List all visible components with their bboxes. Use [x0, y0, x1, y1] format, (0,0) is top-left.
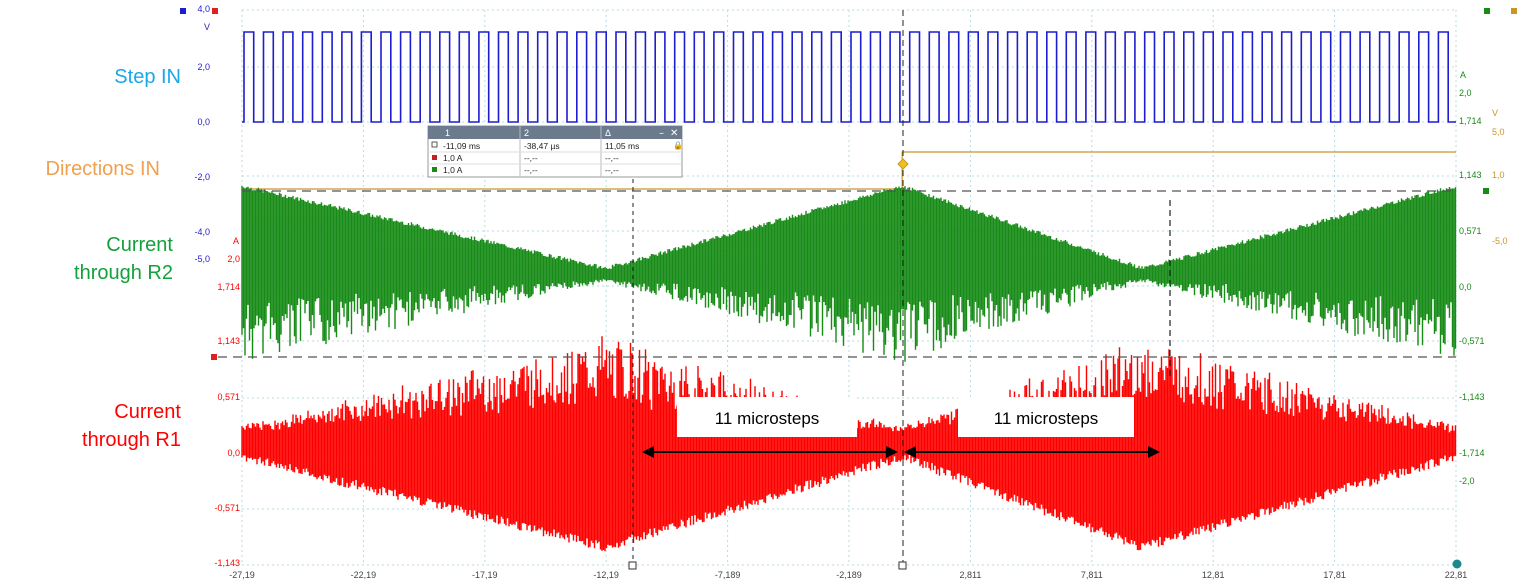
- right-orange-tick-label: 1,0: [1492, 170, 1505, 180]
- cursor-table-header-1: 1: [445, 128, 450, 138]
- left-red-tick-label: -0,571: [214, 503, 240, 513]
- right-orange-tick-label: -5,0: [1492, 236, 1508, 246]
- row-2-swatch: [432, 155, 437, 160]
- right-green-tick-label: 0,0: [1459, 282, 1472, 292]
- left-blue-tick-label: -4,0: [194, 227, 210, 237]
- annotation-box-2: [958, 397, 1134, 437]
- red-unit: A: [233, 236, 239, 246]
- x-tick-label: -17,19: [472, 570, 498, 580]
- red-channel-marker-top[interactable]: [212, 8, 218, 14]
- right-orange-tick-label: 5,0: [1492, 127, 1505, 137]
- label-r2-line2: through R2: [74, 262, 173, 284]
- x-tick-label: 12,81: [1202, 570, 1225, 580]
- row-1-swatch: [431, 141, 438, 148]
- green-channel-marker-top[interactable]: [1484, 8, 1490, 14]
- blue-unit: V: [204, 22, 210, 32]
- annotation-box-1: [677, 397, 857, 437]
- right-green-tick-label: -1,143: [1459, 392, 1485, 402]
- orange-channel-marker-top[interactable]: [1511, 8, 1517, 14]
- right-green-tick-label: 2,0: [1459, 88, 1472, 98]
- left-blue-tick-label: 0,0: [197, 117, 210, 127]
- x-tick-label: 7,811: [1081, 570, 1103, 580]
- annotation-arrow-1: [642, 446, 898, 458]
- minimize-icon[interactable]: –: [659, 128, 664, 139]
- x-tick-label: -2,189: [836, 570, 862, 580]
- label-r1-line1: Current: [114, 401, 181, 423]
- right-green-tick-label: 1,143: [1459, 170, 1482, 180]
- left-red-tick-label: 1,143: [217, 336, 240, 346]
- right-green-tick-label: -1,714: [1459, 448, 1485, 458]
- annotation-arrow-2: [904, 446, 1160, 458]
- direction-trigger-marker[interactable]: [897, 158, 909, 170]
- right-green-tick-label: -0,571: [1459, 336, 1485, 346]
- red-reference-marker[interactable]: [211, 354, 217, 360]
- label-r1-line2: through R1: [82, 429, 181, 451]
- green-unit: A: [1460, 70, 1466, 80]
- left-red-tick-label: 2,0: [227, 254, 240, 264]
- current-r2-trace: [241, 186, 1457, 362]
- cursor-table-cell: --,--: [605, 165, 619, 175]
- cursor-table-header-2: 2: [524, 128, 529, 138]
- blue-channel-marker[interactable]: [180, 8, 186, 14]
- cursor-table-header-delta: Δ: [605, 128, 611, 138]
- left-blue-tick-label: -2,0: [194, 172, 210, 182]
- current-r1-trace: [241, 336, 1457, 552]
- x-tick-label: -27,19: [229, 570, 255, 580]
- row-3-swatch: [432, 167, 437, 172]
- cursor-table-cell: 1,0 A: [443, 165, 463, 175]
- left-red-tick-label: 0,0: [227, 448, 240, 458]
- right-green-tick-label: 1,714: [1459, 116, 1482, 126]
- end-marker[interactable]: [1452, 559, 1462, 569]
- x-tick-label: 22,81: [1445, 570, 1468, 580]
- x-tick-label: 17,81: [1323, 570, 1346, 580]
- close-icon[interactable]: ✕: [670, 128, 678, 139]
- axis-labels: -27,19 -22,19 -17,19 -12,19 -7,189 -2,189 2,81…: [194, 4, 1507, 580]
- x-tick-label: 2,811: [959, 570, 981, 580]
- cursor-table-cell: 1,0 A: [443, 153, 463, 163]
- orange-unit: V: [1492, 108, 1498, 118]
- x-tick-label: -22,19: [351, 570, 377, 580]
- left-blue-tick-label: 2,0: [197, 62, 210, 72]
- label-r2-line1: Current: [106, 234, 173, 256]
- annotation-2-text: 11 microsteps: [994, 409, 1099, 428]
- cursor-table-header[interactable]: [428, 126, 682, 139]
- right-green-tick-label: -2,0: [1459, 476, 1475, 486]
- left-red-tick-label: 0,571: [217, 392, 240, 402]
- lock-icon[interactable]: 🔒: [673, 141, 683, 150]
- cursor-table-cell: -38,47 µs: [524, 141, 560, 151]
- cursor-table-cell: --,--: [524, 165, 538, 175]
- x-tick-label: -12,19: [593, 570, 619, 580]
- cursor-table[interactable]: 1 2 Δ – ✕ 🔒: [427, 125, 683, 178]
- left-red-tick-label: 1,714: [217, 282, 240, 292]
- cursor-table-cell: -11,09 ms: [443, 141, 480, 151]
- label-step-in: Step IN: [114, 66, 181, 88]
- x-tick-label: -7,189: [715, 570, 741, 580]
- annotation-1-text: 11 microsteps: [715, 409, 820, 428]
- cursor-2-handle[interactable]: [898, 561, 907, 570]
- label-directions-in: Directions IN: [46, 158, 160, 180]
- step-in-trace: [242, 31, 1456, 123]
- cursor-table-cell: --,--: [605, 153, 619, 163]
- right-green-tick-label: 0,571: [1459, 226, 1482, 236]
- left-red-tick-label: -1,143: [214, 558, 240, 568]
- cursor-table-cell: 11,05 ms: [605, 141, 639, 151]
- directions-in-trace: [242, 151, 1456, 190]
- cursor-table-cells: -11,09 ms -38,47 µs 11,05 ms 1,0 A --,-- --,-…: [443, 141, 639, 175]
- green-reference-marker[interactable]: [1483, 188, 1489, 194]
- cursor-table-cell: --,--: [524, 153, 538, 163]
- left-blue-tick-label: 4,0: [197, 4, 210, 14]
- traces: [241, 31, 1457, 552]
- cursor-1-handle[interactable]: [628, 561, 637, 570]
- left-blue-tick-label: -5,0: [194, 254, 210, 264]
